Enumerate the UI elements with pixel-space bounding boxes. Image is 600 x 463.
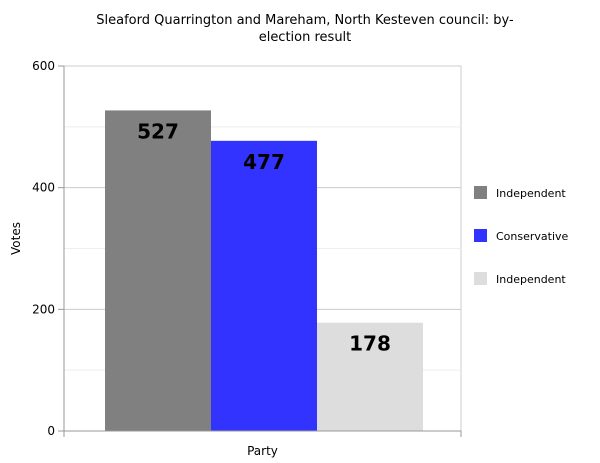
- data-label: 477: [243, 150, 285, 174]
- x-axis-label: Party: [247, 444, 278, 458]
- y-axis-label: Votes: [9, 222, 23, 255]
- y-tick-label: 400: [32, 181, 55, 195]
- bar-conservative: [211, 140, 317, 431]
- bars: [105, 110, 423, 432]
- legend-swatch: [474, 229, 487, 242]
- bar-independent: [317, 322, 423, 431]
- legend-label: Independent: [496, 273, 566, 286]
- chart-title-line: election result: [259, 30, 352, 45]
- legend-swatch: [474, 186, 487, 199]
- legend-swatch: [474, 272, 487, 285]
- y-tick-label: 0: [47, 424, 55, 438]
- axes: 0 200 400 600 Party Votes: [9, 59, 462, 458]
- data-labels: 527 477 178: [137, 119, 391, 355]
- chart-title-line: Sleaford Quarrington and Mareham, North …: [96, 13, 514, 28]
- data-label: 527: [137, 119, 179, 143]
- data-label: 178: [349, 332, 391, 356]
- y-tick-label: 600: [32, 59, 55, 73]
- legend-label: Independent: [496, 187, 566, 200]
- chart-title: Sleaford Quarrington and Mareham, North …: [96, 13, 514, 45]
- y-tick-label: 200: [32, 302, 55, 316]
- bar-independent: [105, 110, 211, 432]
- legend-label: Conservative: [496, 230, 569, 243]
- legend: Independent Conservative Independent: [474, 186, 569, 286]
